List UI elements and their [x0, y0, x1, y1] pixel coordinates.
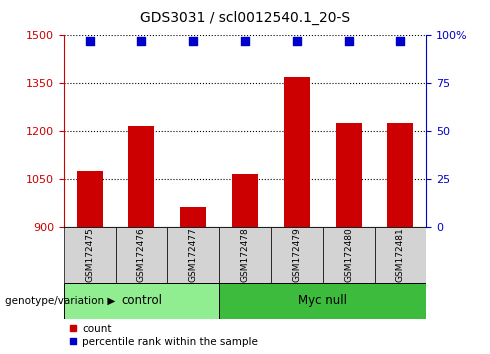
- Text: genotype/variation ▶: genotype/variation ▶: [5, 296, 115, 306]
- Bar: [180, 207, 206, 227]
- Bar: [219, 227, 271, 283]
- Bar: [219, 283, 426, 319]
- Bar: [167, 227, 219, 283]
- Legend: count, percentile rank within the sample: count, percentile rank within the sample: [69, 324, 258, 347]
- Text: GSM172481: GSM172481: [396, 228, 405, 282]
- Point: [86, 38, 94, 44]
- Bar: [336, 123, 362, 227]
- Bar: [323, 227, 374, 283]
- Bar: [64, 227, 116, 283]
- Bar: [76, 171, 102, 227]
- Text: GSM172476: GSM172476: [137, 228, 146, 282]
- Point: [189, 38, 197, 44]
- Text: GSM172475: GSM172475: [85, 228, 94, 282]
- Text: GSM172479: GSM172479: [293, 228, 301, 282]
- Text: GSM172477: GSM172477: [189, 228, 197, 282]
- Text: GDS3031 / scl0012540.1_20-S: GDS3031 / scl0012540.1_20-S: [140, 11, 350, 25]
- Point: [344, 38, 352, 44]
- Bar: [64, 283, 219, 319]
- Point: [293, 38, 301, 44]
- Text: Myc null: Myc null: [298, 295, 347, 307]
- Point: [396, 38, 404, 44]
- Text: control: control: [121, 295, 162, 307]
- Bar: [374, 227, 426, 283]
- Bar: [116, 227, 167, 283]
- Point: [138, 38, 146, 44]
- Bar: [232, 174, 258, 227]
- Bar: [284, 77, 310, 227]
- Text: GSM172480: GSM172480: [344, 228, 353, 282]
- Text: GSM172478: GSM172478: [241, 228, 249, 282]
- Bar: [128, 126, 154, 227]
- Bar: [271, 227, 323, 283]
- Point: [241, 38, 249, 44]
- Bar: [388, 123, 414, 227]
